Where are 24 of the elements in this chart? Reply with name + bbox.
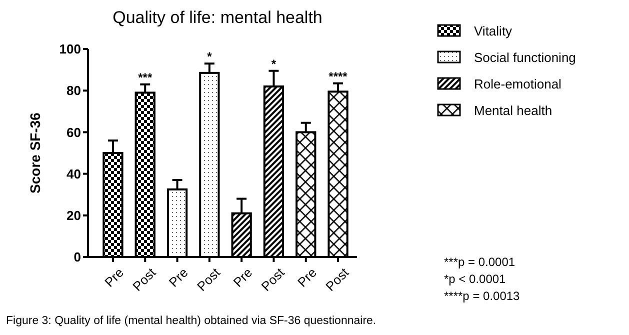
data-label: * — [207, 50, 212, 64]
y-tick-label: 60 — [66, 124, 81, 140]
x-tick-label: Pre — [294, 264, 320, 290]
data-label: **** — [328, 69, 348, 84]
text: *p < 0.0001 — [444, 272, 506, 286]
y-tick-label: 100 — [59, 42, 81, 57]
legend-label: Vitality — [474, 24, 513, 39]
legend-label: Social functioning — [474, 50, 576, 66]
x-tick-label: Pre — [230, 264, 256, 290]
legend-label: Mental health — [474, 103, 552, 118]
y-axis-title: Score SF-36 — [27, 112, 43, 194]
data-label: * — [271, 56, 276, 71]
data-label: *** — [138, 70, 152, 84]
y-tick-label: 80 — [66, 83, 81, 98]
legend-label: Role-emotional — [474, 76, 562, 92]
chart-title: Quality of life: mental health — [112, 8, 322, 27]
y-tick-label: 40 — [66, 166, 81, 182]
x-tick-label: Pre — [166, 264, 191, 290]
x-tick-label: Pre — [102, 264, 127, 290]
y-tick-label: 0 — [74, 250, 81, 265]
text: ***p = 0.0001 — [444, 255, 516, 270]
y-tick-label: 20 — [66, 208, 81, 223]
text: ****p = 0.0013 — [444, 289, 520, 304]
caption: Figure 3: Quality of life (mental health) obtained via SF-36 questionnaire. — [6, 315, 376, 327]
